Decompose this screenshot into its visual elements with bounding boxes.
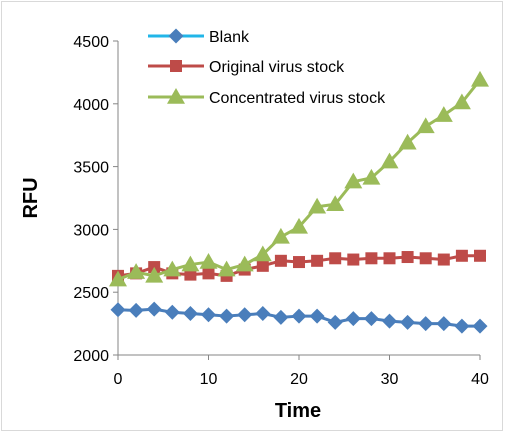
x-tick-label: 40: [471, 371, 489, 388]
data-point: [181, 255, 200, 272]
legend-item-2: Concentrated virus stock: [148, 88, 386, 107]
data-point: [128, 302, 144, 318]
data-point: [326, 195, 345, 212]
data-point: [362, 168, 381, 185]
data-point: [164, 304, 180, 320]
legend-marker: [167, 88, 185, 104]
data-point: [472, 318, 488, 334]
y-tick-label: 2500: [73, 285, 109, 302]
data-point: [255, 306, 271, 322]
data-point: [145, 266, 164, 283]
data-point: [347, 253, 360, 266]
data-point: [452, 93, 471, 110]
legend-marker: [168, 28, 184, 44]
data-point: [436, 316, 452, 332]
legend: Blank Original virus stock Concentrated vi…: [148, 28, 386, 107]
x-tick-label: 0: [114, 371, 123, 388]
data-point: [434, 106, 453, 122]
data-point: [184, 268, 197, 281]
data-point: [253, 245, 272, 262]
data-point: [344, 172, 363, 189]
data-point: [419, 252, 432, 265]
y-tick-label: 4500: [73, 34, 109, 51]
data-point: [217, 260, 236, 277]
data-point: [163, 260, 182, 277]
data-point: [454, 318, 470, 334]
data-point: [146, 301, 162, 317]
y-tick-label: 4000: [73, 97, 109, 114]
data-point: [416, 117, 435, 134]
data-point: [401, 251, 414, 264]
legend-item-0: Blank: [148, 28, 250, 46]
data-point: [365, 252, 378, 265]
data-point: [293, 256, 305, 269]
data-point: [327, 314, 343, 330]
data-point: [400, 314, 416, 330]
data-point: [237, 307, 253, 323]
data-point: [474, 249, 486, 262]
data-point: [127, 263, 146, 279]
data-point: [329, 252, 342, 265]
series-1: [112, 249, 486, 282]
y-tick-label: 2000: [73, 348, 109, 365]
legend-label: Original virus stock: [209, 59, 345, 76]
data-point: [219, 308, 235, 324]
y-tick-label: 3500: [73, 160, 109, 177]
x-axis-title: Time: [275, 400, 321, 422]
data-point: [202, 267, 215, 280]
data-point: [201, 307, 216, 323]
data-point: [418, 316, 434, 332]
axes: 2000 2500 3000 3500 4000 4500 0 10 20 30 40: [73, 34, 489, 388]
legend-marker: [170, 60, 182, 72]
data-point: [110, 302, 126, 318]
series-layer: [109, 70, 489, 334]
y-tick-label: 3000: [73, 222, 109, 239]
series-line: [117, 78, 482, 282]
data-point: [455, 249, 468, 262]
data-point: [398, 133, 417, 150]
data-point: [109, 270, 127, 287]
x-tick-label: 10: [200, 371, 218, 388]
series-2: [109, 70, 489, 287]
data-point: [182, 306, 198, 322]
data-point: [271, 227, 290, 244]
data-point: [235, 255, 254, 272]
data-point: [256, 259, 269, 272]
legend-label: Concentrated virus stock: [209, 90, 386, 107]
data-point: [380, 152, 399, 169]
data-point: [199, 253, 218, 269]
legend-label: Blank: [209, 29, 250, 46]
data-point: [273, 309, 289, 325]
data-point: [363, 311, 379, 327]
data-point: [471, 70, 489, 87]
y-axis-title: RFU: [20, 177, 42, 218]
data-point: [311, 254, 324, 267]
data-point: [383, 252, 396, 265]
data-point: [291, 308, 307, 324]
data-point: [308, 197, 327, 214]
x-tick-label: 30: [381, 371, 399, 388]
series-0: [110, 301, 488, 334]
data-point: [345, 311, 361, 327]
data-point: [382, 313, 397, 329]
data-point: [290, 217, 308, 234]
x-tick-label: 20: [290, 371, 308, 388]
legend-item-1: Original virus stock: [148, 59, 345, 76]
data-point: [309, 308, 325, 324]
data-point: [437, 253, 450, 266]
data-point: [274, 254, 287, 267]
